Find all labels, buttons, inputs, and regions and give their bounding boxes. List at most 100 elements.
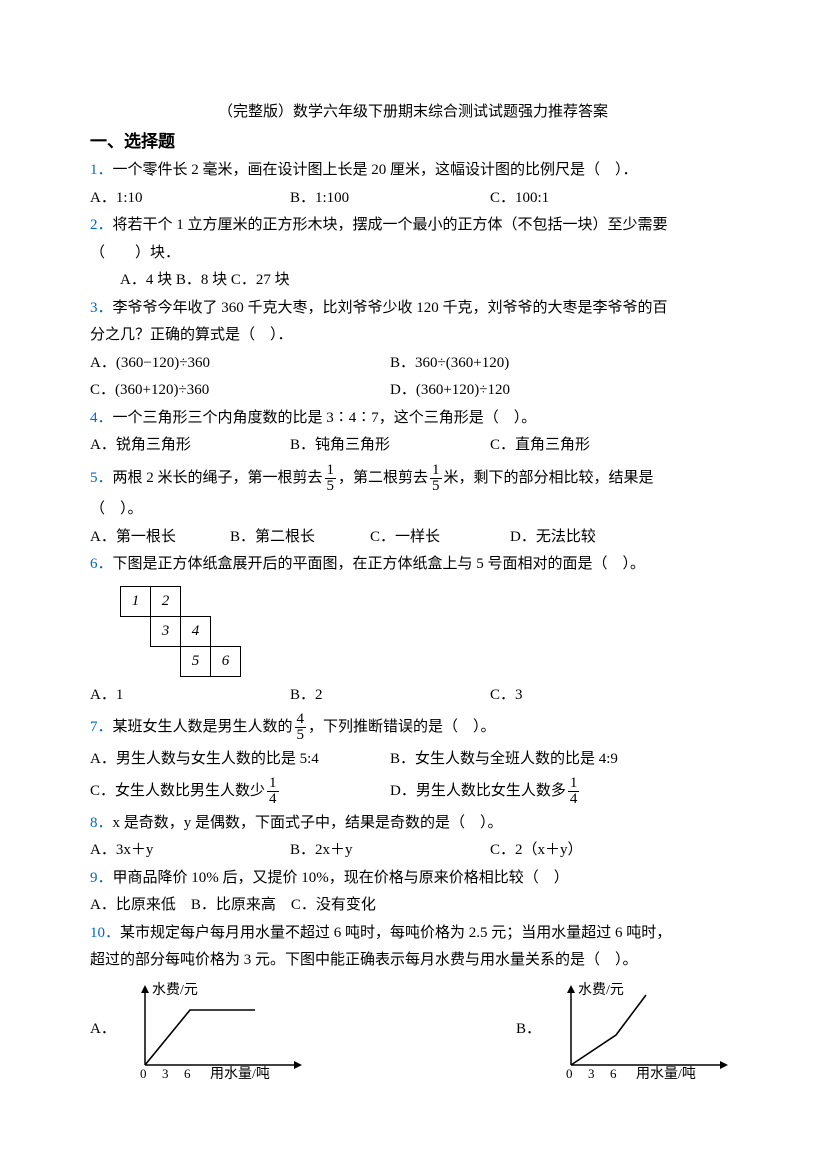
frac-1-4-c: 14 — [267, 776, 279, 807]
q7-options-row2: C．女生人数比男生人数少14 D．男生人数比女生人数多14 — [90, 774, 736, 809]
q2-text2: （ ）块． — [90, 241, 736, 267]
q2-options: A．4 块 B．8 块 C．27 块 — [90, 268, 736, 294]
q5-opt-c: C．一样长 — [370, 525, 510, 551]
q5-opt-b: B．第二根长 — [230, 525, 370, 551]
q9-text: 甲商品降价 10% 后，又提价 10%，现在价格与原来价格相比较（ ） — [113, 870, 569, 886]
q7-opt-b: B．女生人数与全班人数的比是 4:9 — [390, 747, 736, 773]
q7-opt-c: C．女生人数比男生人数少14 — [90, 774, 390, 809]
svg-text:0: 0 — [140, 1066, 147, 1080]
q1-options: A．1:10 B．1:100 C．100:1 — [90, 186, 736, 212]
section-heading-1: 一、选择题 — [90, 128, 736, 157]
q3-num: 3． — [90, 300, 113, 316]
q5-text1: 两根 2 米长的绳子，第一根剪去 — [113, 470, 323, 486]
q6-opt-b: B．2 — [290, 683, 490, 709]
q5-opt-a: A．第一根长 — [90, 525, 230, 551]
svg-text:0: 0 — [566, 1066, 573, 1080]
q8-options: A．3x＋y B．2x＋y C．2（x＋y） — [90, 838, 736, 864]
q8-opt-c: C．2（x＋y） — [490, 838, 736, 864]
chart-b: 水费/元 0 3 6 用水量/吨 — [546, 980, 736, 1080]
q6-opt-c: C．3 — [490, 683, 736, 709]
svg-text:用水量/吨: 用水量/吨 — [210, 1066, 270, 1080]
q3-opt-c: C．(360+120)÷360 — [90, 378, 390, 404]
question-3: 3．李爷爷今年收了 360 千克大枣，比刘爷爷少收 120 千克，刘爷爷的大枣是… — [90, 296, 736, 322]
net-cell-6: 6 — [211, 646, 241, 676]
q8-num: 8． — [90, 815, 113, 831]
q8-text: x 是奇数，y 是偶数，下面式子中，结果是奇数的是（ ）。 — [113, 815, 503, 831]
question-8: 8．x 是奇数，y 是偶数，下面式子中，结果是奇数的是（ ）。 — [90, 811, 736, 837]
q5-text3: 米，剩下的部分相比较，结果是 — [444, 470, 654, 486]
question-6: 6．下图是正方体纸盒展开后的平面图，在正方体纸盒上与 5 号面相对的面是（ ）。 — [90, 552, 736, 578]
q5-text4: （ ）。 — [90, 497, 736, 523]
q4-num: 4． — [90, 410, 113, 426]
q1-text: 一个零件长 2 毫米，画在设计图上长是 20 厘米，这幅设计图的比例尺是（ ）． — [113, 162, 638, 178]
frac-4-5: 45 — [295, 712, 307, 743]
q7-text2: ，下列推断错误的是（ ）。 — [308, 719, 496, 735]
question-9: 9．甲商品降价 10% 后，又提价 10%，现在价格与原来价格相比较（ ） — [90, 866, 736, 892]
svg-text:6: 6 — [610, 1066, 617, 1080]
q10-opt-a-label: A． — [90, 1017, 112, 1043]
q10-text1: 某市规定每户每月用水量不超过 6 吨时，每吨价格为 2.5 元；当用水量超过 6… — [120, 925, 671, 941]
q8-opt-a: A．3x＋y — [90, 838, 290, 864]
svg-text:6: 6 — [184, 1066, 191, 1080]
q5-opt-d: D．无法比较 — [510, 525, 650, 551]
chart-a: 水费/元 0 3 6 用水量/吨 — [120, 980, 310, 1080]
page-title: （完整版）数学六年级下册期末综合测试试题强力推荐答案 — [90, 100, 736, 126]
q7-num: 7． — [90, 719, 113, 735]
q2-text1: 将若干个 1 立方厘米的正方形木块，摆成一个最小的正方体（不包括一块）至少需要 — [113, 217, 668, 233]
svg-text:水费/元: 水费/元 — [578, 982, 624, 998]
q6-num: 6． — [90, 556, 113, 572]
q6-options: A．1 B．2 C．3 — [90, 683, 736, 709]
q7-options-row1: A．男生人数与女生人数的比是 5:4 B．女生人数与全班人数的比是 4:9 — [90, 747, 736, 773]
svg-text:3: 3 — [588, 1066, 595, 1080]
question-10: 10．某市规定每户每月用水量不超过 6 吨时，每吨价格为 2.5 元；当用水量超… — [90, 921, 736, 947]
q2-num: 2． — [90, 217, 113, 233]
net-cell-4: 4 — [181, 616, 211, 646]
q10-text2: 超过的部分每吨价格为 3 元。下图中能正确表示每月水费与用水量关系的是（ ）。 — [90, 948, 736, 974]
svg-text:水费/元: 水费/元 — [152, 982, 198, 998]
question-5: 5．两根 2 米长的绳子，第一根剪去15，第二根剪去15米，剩下的部分相比较，结… — [90, 461, 736, 496]
question-1: 1．一个零件长 2 毫米，画在设计图上长是 20 厘米，这幅设计图的比例尺是（ … — [90, 158, 736, 184]
q1-opt-b: B．1:100 — [290, 186, 490, 212]
question-4: 4．一个三角形三个内角度数的比是 3∶4∶7，这个三角形是（ ）。 — [90, 406, 736, 432]
q4-options: A．锐角三角形 B．钝角三角形 C．直角三角形 — [90, 433, 736, 459]
q4-text: 一个三角形三个内角度数的比是 3∶4∶7，这个三角形是（ ）。 — [113, 410, 537, 426]
q3-options-row2: C．(360+120)÷360 D．(360+120)÷120 — [90, 378, 736, 404]
frac-1-4-d: 14 — [568, 776, 580, 807]
q9-options: A．比原来低 B．比原来高 C．没有变化 — [90, 893, 736, 919]
q3-opt-b: B．360÷(360+120) — [390, 351, 736, 377]
q1-num: 1． — [90, 162, 113, 178]
frac-1-5-b: 15 — [430, 463, 442, 494]
q3-options-row1: A．(360−120)÷360 B．360÷(360+120) — [90, 351, 736, 377]
q5-text2: ，第二根剪去 — [338, 470, 428, 486]
svg-text:用水量/吨: 用水量/吨 — [636, 1066, 696, 1080]
q4-opt-a: A．锐角三角形 — [90, 433, 290, 459]
frac-1-5-a: 15 — [325, 463, 337, 494]
q3-opt-d: D．(360+120)÷120 — [390, 378, 736, 404]
q10-num: 10． — [90, 925, 120, 941]
question-2: 2．将若干个 1 立方厘米的正方形木块，摆成一个最小的正方体（不包括一块）至少需… — [90, 213, 736, 239]
q1-opt-a: A．1:10 — [90, 186, 290, 212]
net-cell-5: 5 — [181, 646, 211, 676]
q3-opt-a: A．(360−120)÷360 — [90, 351, 390, 377]
q10-opt-b-label: B． — [516, 1017, 538, 1043]
net-cell-3: 3 — [151, 616, 181, 646]
cube-net-diagram: 1 2 3 4 5 6 — [120, 586, 736, 677]
net-cell-2: 2 — [151, 586, 181, 616]
q9-num: 9． — [90, 870, 113, 886]
q6-text: 下图是正方体纸盒展开后的平面图，在正方体纸盒上与 5 号面相对的面是（ ）。 — [113, 556, 646, 572]
q5-options: A．第一根长 B．第二根长 C．一样长 D．无法比较 — [90, 525, 736, 551]
q8-opt-b: B．2x＋y — [290, 838, 490, 864]
q3-text2: 分之几？正确的算式是（ ）． — [90, 323, 736, 349]
q7-text1: 某班女生人数是男生人数的 — [113, 719, 293, 735]
q5-num: 5． — [90, 470, 113, 486]
q4-opt-b: B．钝角三角形 — [290, 433, 490, 459]
q7-opt-a: A．男生人数与女生人数的比是 5:4 — [90, 747, 390, 773]
question-7: 7．某班女生人数是男生人数的45，下列推断错误的是（ ）。 — [90, 710, 736, 745]
net-cell-1: 1 — [121, 586, 151, 616]
q3-text1: 李爷爷今年收了 360 千克大枣，比刘爷爷少收 120 千克，刘爷爷的大枣是李爷… — [113, 300, 668, 316]
q1-opt-c: C．100:1 — [490, 186, 736, 212]
q7-opt-d: D．男生人数比女生人数多14 — [390, 774, 736, 809]
q4-opt-c: C．直角三角形 — [490, 433, 736, 459]
q10-charts: A． 水费/元 0 3 6 用水量/吨 B． 水费/元 0 3 6 用水量/吨 — [90, 980, 736, 1080]
q6-opt-a: A．1 — [90, 683, 290, 709]
